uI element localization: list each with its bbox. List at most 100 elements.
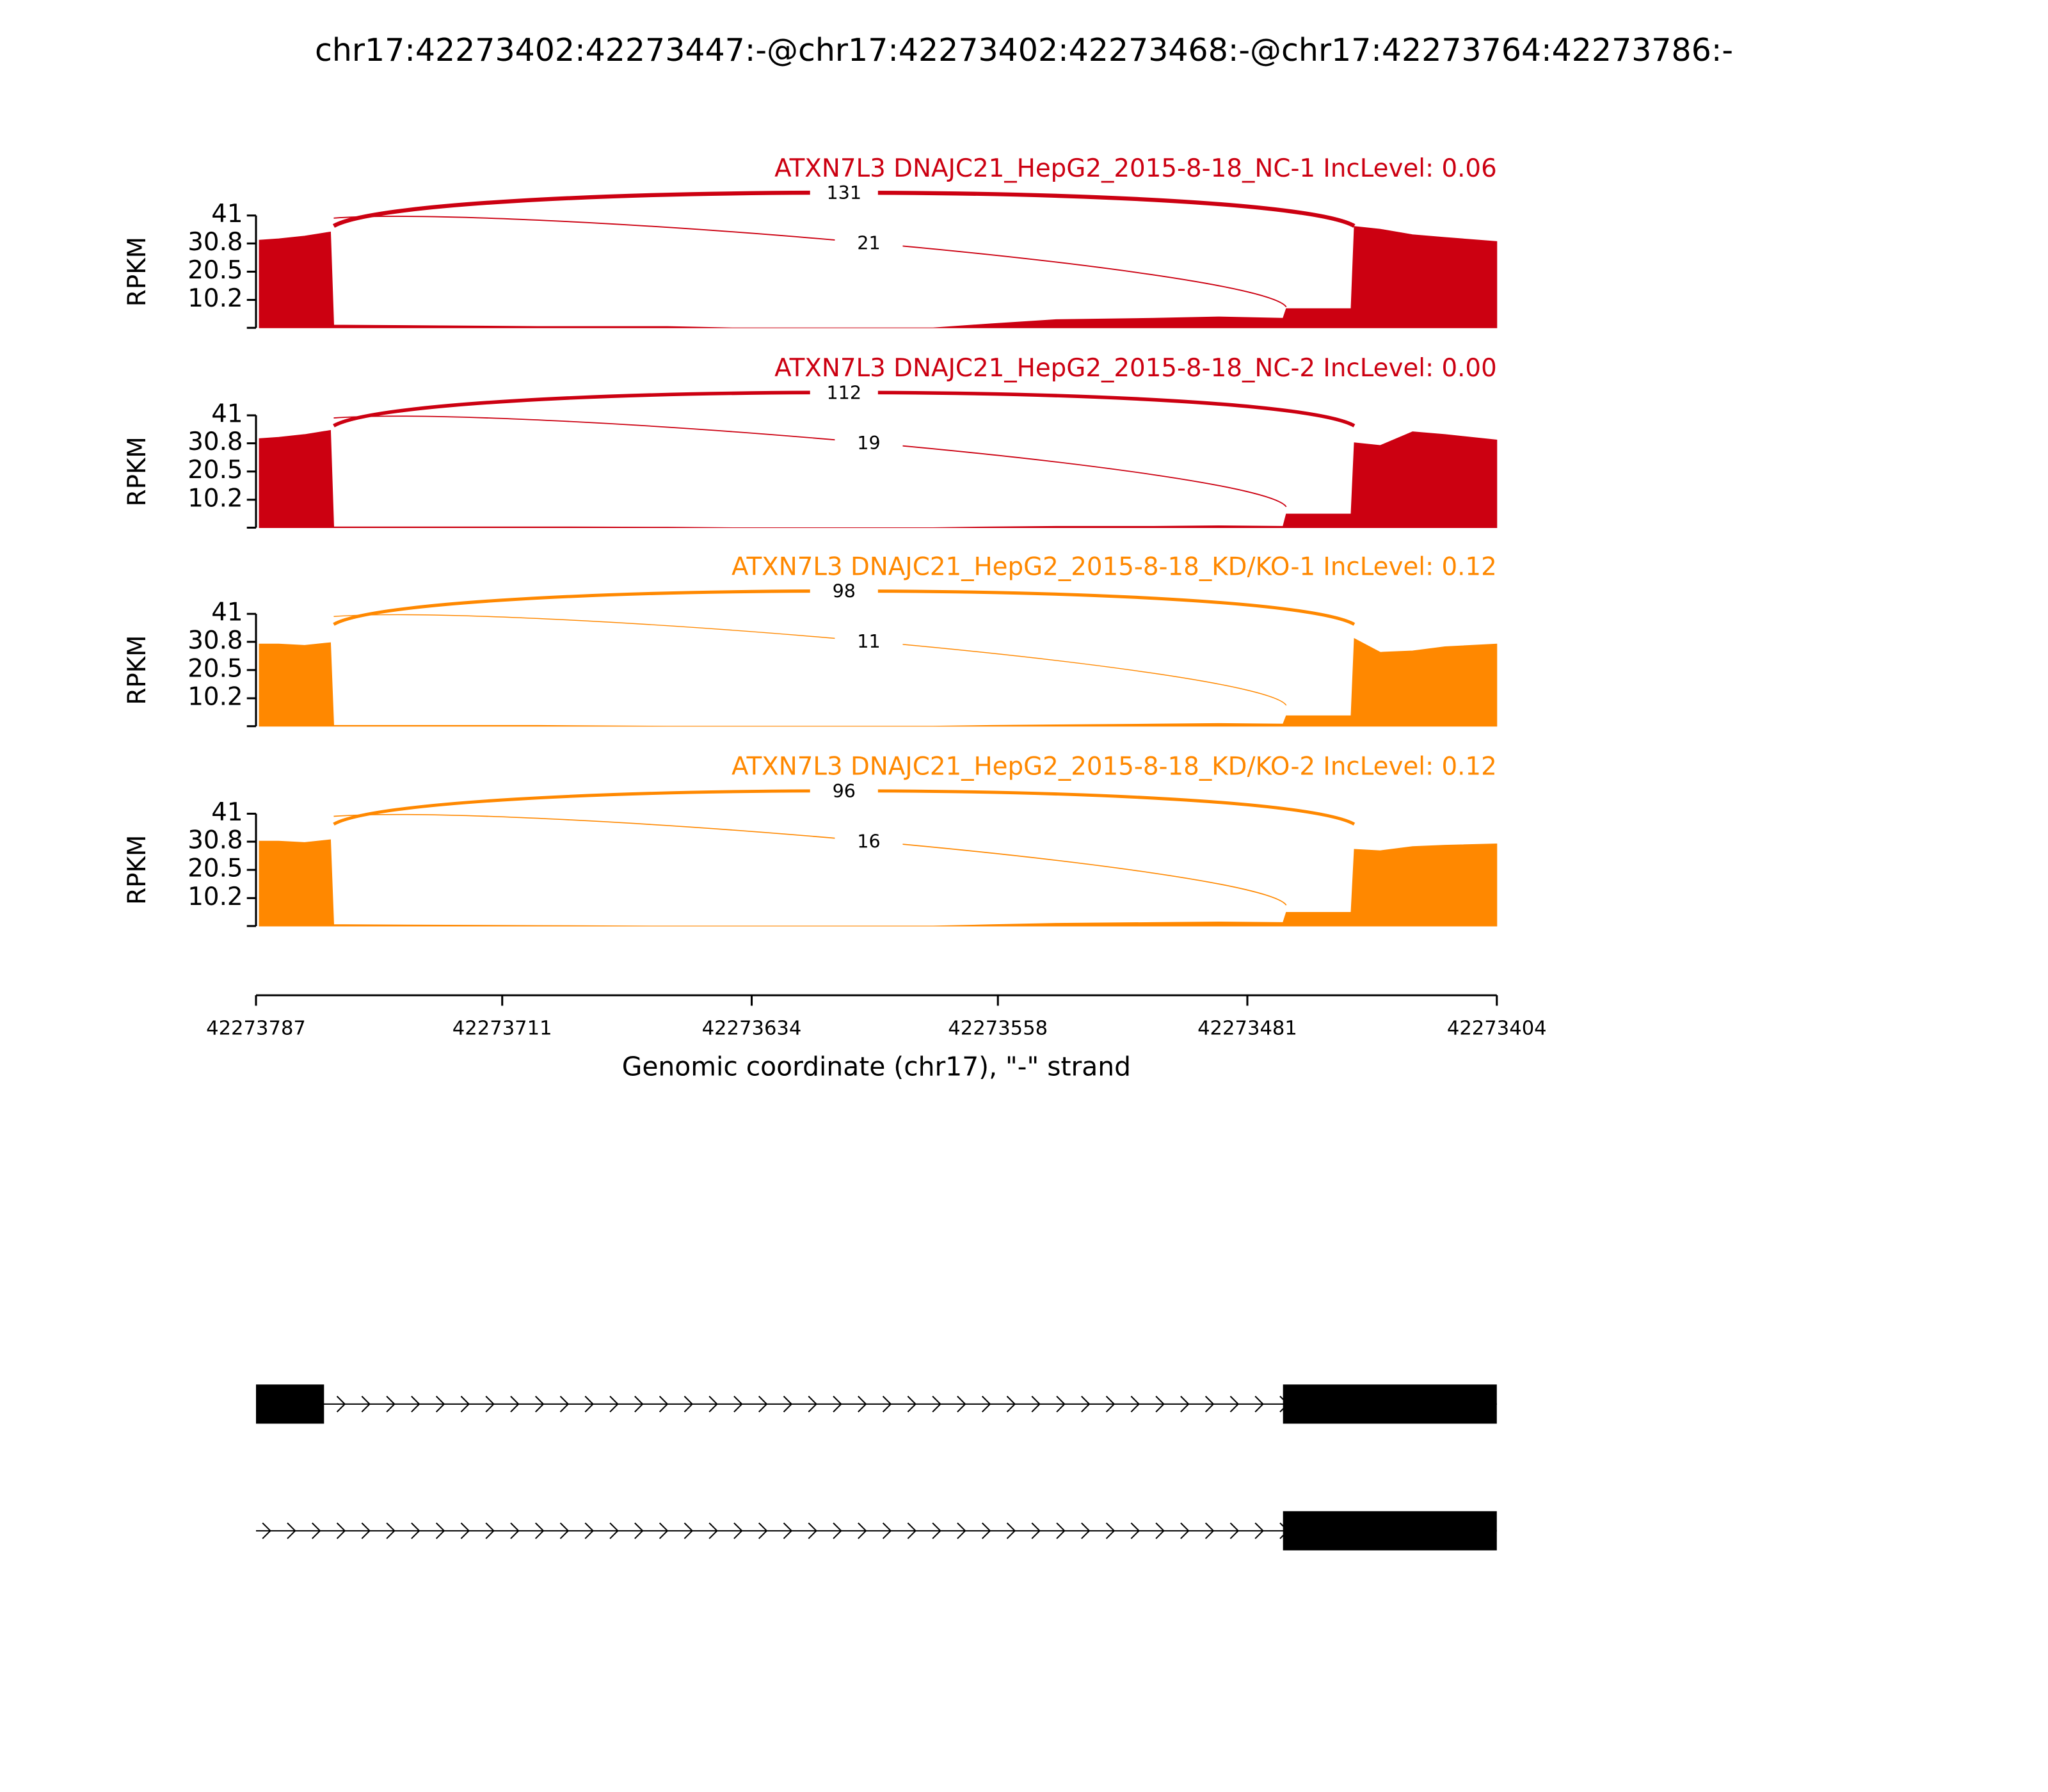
strand-chevron <box>659 1522 669 1539</box>
strand-chevron <box>386 1522 396 1539</box>
strand-chevron <box>758 1395 768 1412</box>
strand-chevron <box>1254 1395 1264 1412</box>
y-tick-label: 10.2 <box>188 484 243 513</box>
strand-chevron <box>882 1522 892 1539</box>
strand-chevron <box>1229 1522 1240 1539</box>
strand-chevron <box>733 1395 743 1412</box>
junction-label-bg <box>810 380 878 404</box>
y-tick-label: 30.8 <box>188 826 243 855</box>
track-title: ATXN7L3 DNAJC21_HepG2_2015-8-18_KD/KO-2 … <box>732 753 1497 781</box>
strand-chevron <box>510 1522 520 1539</box>
strand-chevron <box>957 1395 966 1412</box>
strand-chevron <box>411 1522 420 1539</box>
x-tick-label: 42273481 <box>1197 1018 1297 1040</box>
strand-chevron <box>312 1522 321 1539</box>
strand-chevron <box>435 1522 445 1539</box>
y-tick-label: 30.8 <box>188 626 243 655</box>
strand-chevron <box>932 1522 941 1539</box>
junction-count: 112 <box>827 381 862 403</box>
strand-chevron <box>1204 1522 1215 1539</box>
y-tick-label: 10.2 <box>188 683 243 712</box>
strand-chevron <box>1229 1395 1240 1412</box>
strand-chevron <box>336 1395 346 1412</box>
strand-chevron <box>1081 1395 1091 1412</box>
strand-chevron <box>609 1522 619 1539</box>
strand-chevron <box>361 1522 371 1539</box>
strand-chevron <box>1105 1522 1116 1539</box>
strand-chevron <box>485 1522 495 1539</box>
strand-chevron <box>1031 1395 1041 1412</box>
strand-chevron <box>981 1395 991 1412</box>
y-axis-label: RPKM <box>123 835 152 905</box>
strand-chevron <box>510 1395 520 1412</box>
strand-chevron <box>1031 1522 1041 1539</box>
y-tick-label: 20.5 <box>188 456 243 484</box>
strand-chevron <box>559 1522 570 1539</box>
strand-chevron <box>808 1522 817 1539</box>
strand-chevron <box>1180 1522 1190 1539</box>
strand-chevron <box>634 1522 644 1539</box>
strand-chevron <box>262 1522 271 1539</box>
strand-chevron <box>882 1395 892 1412</box>
strand-chevron <box>1081 1522 1091 1539</box>
y-tick-label: 41 <box>211 399 243 428</box>
strand-chevron <box>907 1522 917 1539</box>
strand-chevron <box>733 1522 743 1539</box>
junction-count: 16 <box>857 830 880 852</box>
exon <box>1283 1511 1497 1551</box>
strand-chevron <box>1130 1395 1140 1412</box>
junction-count: 11 <box>857 630 880 652</box>
strand-chevron <box>1130 1522 1140 1539</box>
strand-chevron <box>634 1395 644 1412</box>
strand-chevron <box>287 1522 296 1539</box>
junction-label-bg <box>810 579 878 603</box>
strand-chevron <box>336 1522 346 1539</box>
strand-chevron <box>1254 1522 1264 1539</box>
strand-chevron <box>559 1395 570 1412</box>
strand-chevron <box>460 1395 470 1412</box>
junction-label-bg <box>835 629 903 653</box>
x-tick-label: 42273558 <box>948 1018 1048 1040</box>
track-title: ATXN7L3 DNAJC21_HepG2_2015-8-18_NC-1 Inc… <box>774 154 1497 183</box>
y-axis-label: RPKM <box>123 436 152 506</box>
strand-chevron <box>833 1522 842 1539</box>
y-tick-label: 30.8 <box>188 428 243 456</box>
strand-chevron <box>981 1522 991 1539</box>
strand-chevron <box>535 1522 545 1539</box>
strand-chevron <box>1056 1395 1066 1412</box>
strand-chevron <box>584 1395 594 1412</box>
plot-title: chr17:42273402:42273447:-@chr17:42273402… <box>315 32 1733 68</box>
strand-chevron <box>1155 1522 1165 1539</box>
y-axis-label: RPKM <box>123 237 152 307</box>
junction-count: 21 <box>857 232 880 254</box>
strand-chevron <box>435 1395 445 1412</box>
junction-count: 98 <box>833 580 856 602</box>
junction-label-bg <box>835 829 903 853</box>
track-title: ATXN7L3 DNAJC21_HepG2_2015-8-18_KD/KO-1 … <box>732 552 1497 581</box>
strand-chevron <box>609 1395 619 1412</box>
strand-chevron <box>858 1522 867 1539</box>
y-tick-label: 10.2 <box>188 883 243 911</box>
strand-chevron <box>684 1522 694 1539</box>
y-tick-label: 10.2 <box>188 284 243 313</box>
strand-chevron <box>659 1395 669 1412</box>
track-title: ATXN7L3 DNAJC21_HepG2_2015-8-18_NC-2 Inc… <box>774 354 1497 383</box>
junction-count: 96 <box>833 780 856 802</box>
strand-chevron <box>361 1395 371 1412</box>
y-tick-label: 41 <box>211 798 243 827</box>
x-axis-label: Genomic coordinate (chr17), "-" strand <box>622 1051 1131 1082</box>
junction-label-bg <box>835 431 903 455</box>
strand-chevron <box>783 1522 793 1539</box>
strand-chevron <box>1006 1395 1016 1412</box>
coverage-area <box>259 429 1498 528</box>
strand-chevron <box>485 1395 495 1412</box>
x-tick-label: 42273404 <box>1447 1018 1547 1040</box>
junction-label-bg <box>810 779 878 803</box>
strand-chevron <box>1180 1395 1190 1412</box>
strand-chevron <box>1105 1395 1116 1412</box>
strand-chevron <box>535 1395 545 1412</box>
strand-chevron <box>1155 1395 1165 1412</box>
strand-chevron <box>957 1522 966 1539</box>
x-tick-label: 42273787 <box>206 1018 306 1040</box>
